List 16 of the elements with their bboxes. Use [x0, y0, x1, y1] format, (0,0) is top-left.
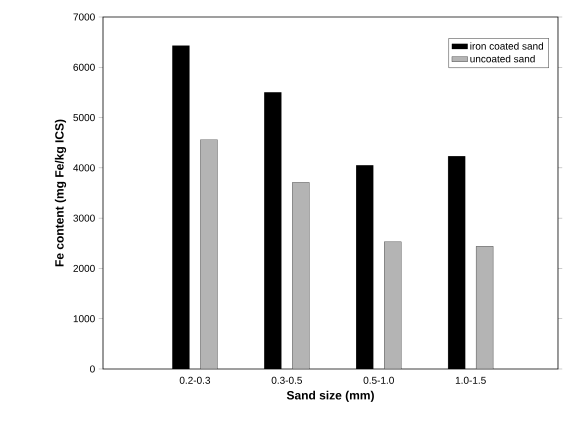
x-axis-title: Sand size (mm)	[286, 390, 374, 402]
legend-label: iron coated sand	[470, 42, 544, 50]
y-tick-label: 1000	[74, 315, 95, 322]
x-tick-label: 0.5-1.0	[364, 376, 394, 384]
y-tick-label: 5000	[73, 114, 95, 122]
y-tick-label: 6000	[73, 64, 95, 71]
y-axis-title: Fe content (mg Fe/kg ICS)	[54, 120, 66, 266]
y-tick-label: 2000	[73, 264, 95, 272]
y-tick-label: 3000	[73, 214, 95, 222]
x-tick-label: 0.3-0.5	[272, 376, 302, 384]
y-tick-label: 7000	[73, 13, 95, 21]
y-tick-label: 0	[90, 365, 95, 373]
x-tick-label: 0.2-0.3	[180, 376, 210, 384]
x-tick-label: 1.0-1.5	[456, 376, 486, 384]
y-tick-label: 4000	[73, 164, 95, 172]
legend-label: uncoated sand	[470, 55, 535, 62]
